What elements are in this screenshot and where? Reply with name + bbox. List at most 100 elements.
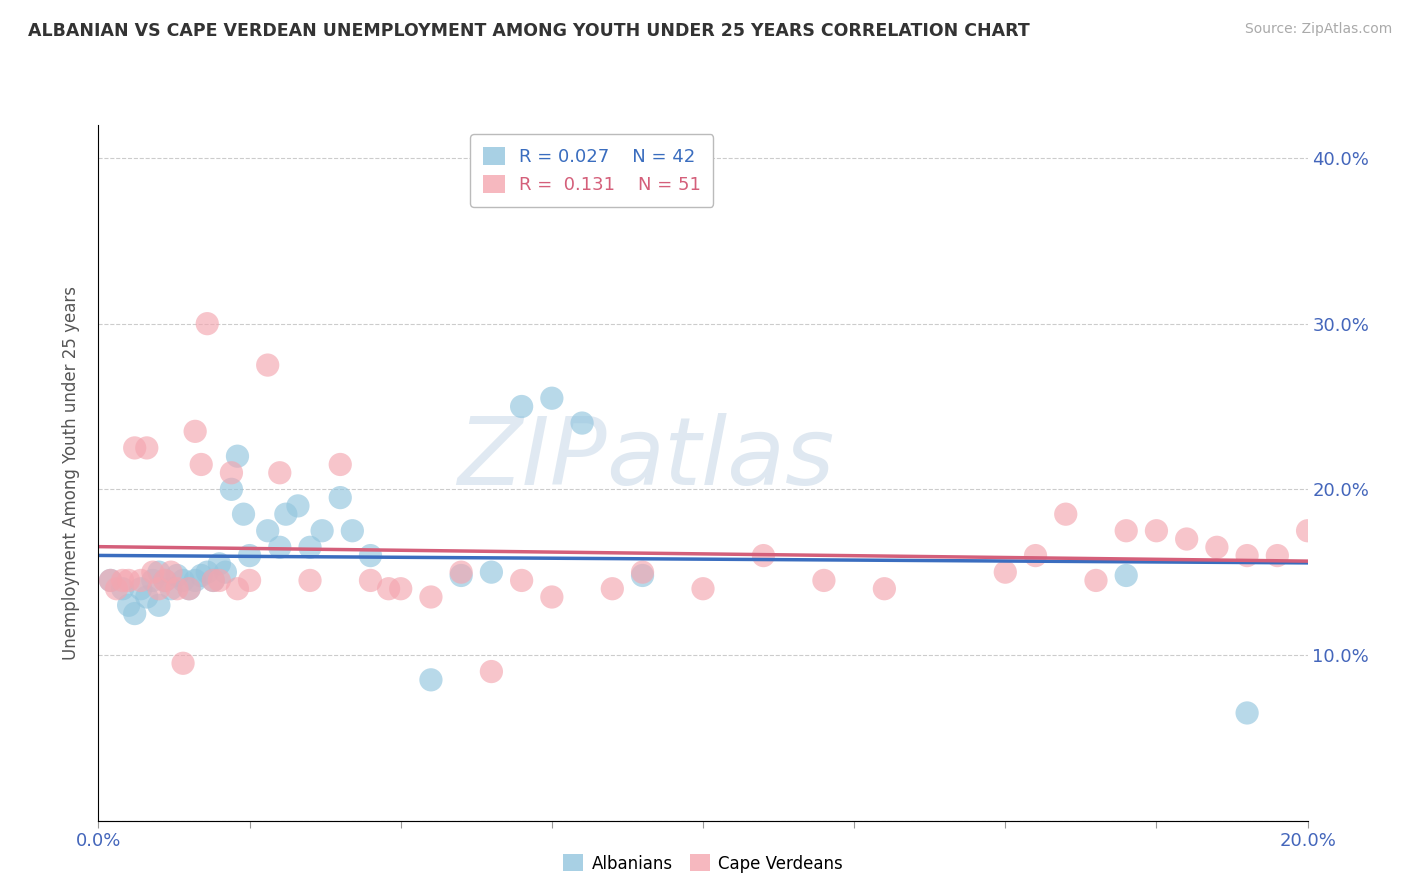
Point xyxy=(299,541,322,555)
Text: atlas: atlas xyxy=(606,413,835,504)
Point xyxy=(148,582,170,596)
Point xyxy=(256,358,278,372)
Point xyxy=(100,574,122,588)
Point xyxy=(540,590,562,604)
Point xyxy=(221,466,243,480)
Point xyxy=(420,590,443,604)
Point xyxy=(1144,524,1167,538)
Point xyxy=(221,483,243,497)
Point xyxy=(1115,524,1137,538)
Point xyxy=(450,568,472,582)
Point xyxy=(100,574,122,588)
Point xyxy=(389,582,412,596)
Point xyxy=(481,665,503,679)
Legend: R = 0.027    N = 42, R =  0.131    N = 51: R = 0.027 N = 42, R = 0.131 N = 51 xyxy=(470,134,713,207)
Point xyxy=(631,568,654,582)
Point xyxy=(329,491,352,505)
Point xyxy=(118,599,141,613)
Point xyxy=(190,458,212,472)
Point xyxy=(602,582,624,596)
Point xyxy=(142,574,165,588)
Point xyxy=(129,574,152,588)
Point xyxy=(510,400,533,414)
Point xyxy=(269,466,291,480)
Point xyxy=(287,499,309,513)
Point xyxy=(329,458,352,472)
Point xyxy=(148,599,170,613)
Point xyxy=(232,507,254,521)
Point xyxy=(172,657,194,671)
Point xyxy=(1175,532,1198,546)
Point xyxy=(311,524,333,538)
Point xyxy=(124,607,146,621)
Legend: Albanians, Cape Verdeans: Albanians, Cape Verdeans xyxy=(557,847,849,880)
Point xyxy=(118,574,141,588)
Point xyxy=(202,574,225,588)
Point xyxy=(105,582,128,596)
Point xyxy=(274,507,297,521)
Point xyxy=(208,557,231,571)
Point xyxy=(153,574,176,588)
Point xyxy=(420,673,443,687)
Point xyxy=(342,524,364,538)
Point xyxy=(202,574,225,588)
Point xyxy=(360,574,382,588)
Point xyxy=(226,449,249,463)
Point xyxy=(873,582,896,596)
Point xyxy=(571,416,593,430)
Point xyxy=(299,574,322,588)
Point xyxy=(360,549,382,563)
Point xyxy=(239,549,262,563)
Point xyxy=(1206,541,1229,555)
Point xyxy=(1236,549,1258,563)
Point xyxy=(148,565,170,579)
Point xyxy=(994,565,1017,579)
Point xyxy=(813,574,835,588)
Point xyxy=(269,541,291,555)
Point xyxy=(226,582,249,596)
Point xyxy=(160,565,183,579)
Point xyxy=(179,582,201,596)
Text: Source: ZipAtlas.com: Source: ZipAtlas.com xyxy=(1244,22,1392,37)
Point xyxy=(184,574,207,588)
Point xyxy=(111,582,134,596)
Point xyxy=(1054,507,1077,521)
Point xyxy=(129,582,152,596)
Point xyxy=(1115,568,1137,582)
Text: ZIP: ZIP xyxy=(457,413,606,504)
Point xyxy=(214,565,236,579)
Point xyxy=(166,568,188,582)
Point xyxy=(195,317,218,331)
Point xyxy=(208,574,231,588)
Text: ALBANIAN VS CAPE VERDEAN UNEMPLOYMENT AMONG YOUTH UNDER 25 YEARS CORRELATION CHA: ALBANIAN VS CAPE VERDEAN UNEMPLOYMENT AM… xyxy=(28,22,1029,40)
Point xyxy=(510,574,533,588)
Point xyxy=(752,549,775,563)
Point xyxy=(135,441,157,455)
Point xyxy=(111,574,134,588)
Point xyxy=(153,574,176,588)
Point xyxy=(195,565,218,579)
Point xyxy=(142,565,165,579)
Point xyxy=(239,574,262,588)
Point xyxy=(184,425,207,439)
Point xyxy=(190,568,212,582)
Point xyxy=(179,582,201,596)
Point xyxy=(1085,574,1108,588)
Point xyxy=(160,582,183,596)
Point xyxy=(1267,549,1289,563)
Point xyxy=(481,565,503,579)
Point xyxy=(1024,549,1046,563)
Point xyxy=(1296,524,1319,538)
Point xyxy=(540,391,562,405)
Point xyxy=(135,590,157,604)
Point xyxy=(1236,706,1258,720)
Point xyxy=(172,574,194,588)
Point xyxy=(166,582,188,596)
Point xyxy=(692,582,714,596)
Point xyxy=(377,582,399,596)
Point xyxy=(450,565,472,579)
Y-axis label: Unemployment Among Youth under 25 years: Unemployment Among Youth under 25 years xyxy=(62,285,80,660)
Point xyxy=(256,524,278,538)
Point xyxy=(124,441,146,455)
Point xyxy=(631,565,654,579)
